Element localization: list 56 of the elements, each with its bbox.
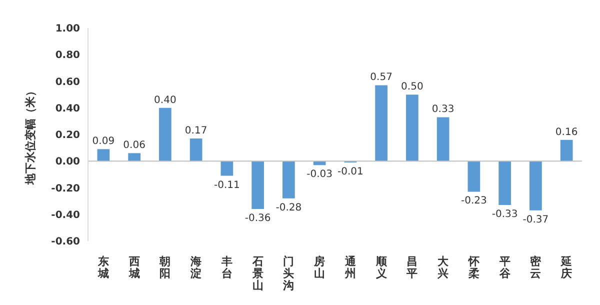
x-tick-label: 平谷 [498, 255, 512, 280]
x-tick-label: 石景山 [251, 255, 264, 292]
data-label: -0.03 [306, 169, 332, 180]
bar [375, 85, 388, 162]
y-tick-label: 0.80 [55, 50, 80, 62]
x-tick-label: 昌平 [406, 255, 418, 280]
x-tick-label: 西城 [128, 255, 140, 280]
x-tick-label: 房山 [313, 255, 326, 280]
bar [282, 161, 295, 198]
data-label: 0.16 [555, 126, 578, 138]
x-tick-label: 密云 [530, 255, 542, 280]
x-tick-label: 丰台 [220, 255, 232, 280]
y-tick-label: 1.00 [55, 24, 80, 35]
bar [436, 117, 450, 162]
bar [220, 161, 234, 176]
y-axis-title: 地下水位变幅（米） [24, 86, 37, 186]
bar [468, 161, 480, 192]
data-label: 0.17 [184, 125, 208, 136]
bar [530, 161, 542, 210]
x-tick-label: 门头沟 [282, 255, 294, 292]
bar [159, 108, 172, 162]
data-label: 0.33 [432, 104, 454, 116]
y-tick-label: 0.00 [55, 156, 80, 168]
bar [252, 161, 264, 210]
x-tick-label: 通州 [344, 255, 357, 280]
x-tick-label: 延庆 [560, 255, 572, 280]
data-label: -0.11 [214, 180, 240, 191]
y-tick-label: -0.60 [51, 236, 80, 248]
data-label: -0.28 [276, 202, 302, 214]
x-tick-label: 海淀 [190, 255, 202, 280]
data-label: -0.23 [461, 196, 487, 207]
y-tick-label: 0.40 [55, 103, 80, 114]
bar [498, 161, 511, 206]
bar [406, 94, 418, 162]
data-label: -0.37 [522, 214, 549, 226]
data-label: 0.57 [370, 72, 392, 84]
x-tick-label: 大兴 [436, 255, 450, 280]
bar [97, 149, 110, 162]
x-tick-label: 怀柔 [467, 255, 480, 280]
data-label: -0.36 [244, 213, 271, 224]
data-label: 0.40 [154, 94, 176, 106]
x-tick-label: 朝阳 [158, 255, 171, 280]
data-label: 0.50 [401, 82, 424, 93]
data-label: 0.06 [123, 140, 146, 152]
data-label: -0.01 [338, 166, 364, 178]
y-tick-label: -0.20 [51, 183, 80, 194]
x-tick-label: 顺义 [374, 255, 388, 280]
bar [128, 153, 140, 162]
y-tick-label: 0.60 [55, 76, 80, 88]
y-tick-label: 0.20 [55, 130, 80, 142]
data-label: 0.09 [92, 136, 115, 148]
x-tick-label: 东城 [96, 255, 109, 280]
y-tick-label: -0.40 [51, 210, 80, 221]
data-label: -0.33 [492, 209, 518, 220]
bar [190, 138, 202, 162]
bar [560, 140, 573, 162]
